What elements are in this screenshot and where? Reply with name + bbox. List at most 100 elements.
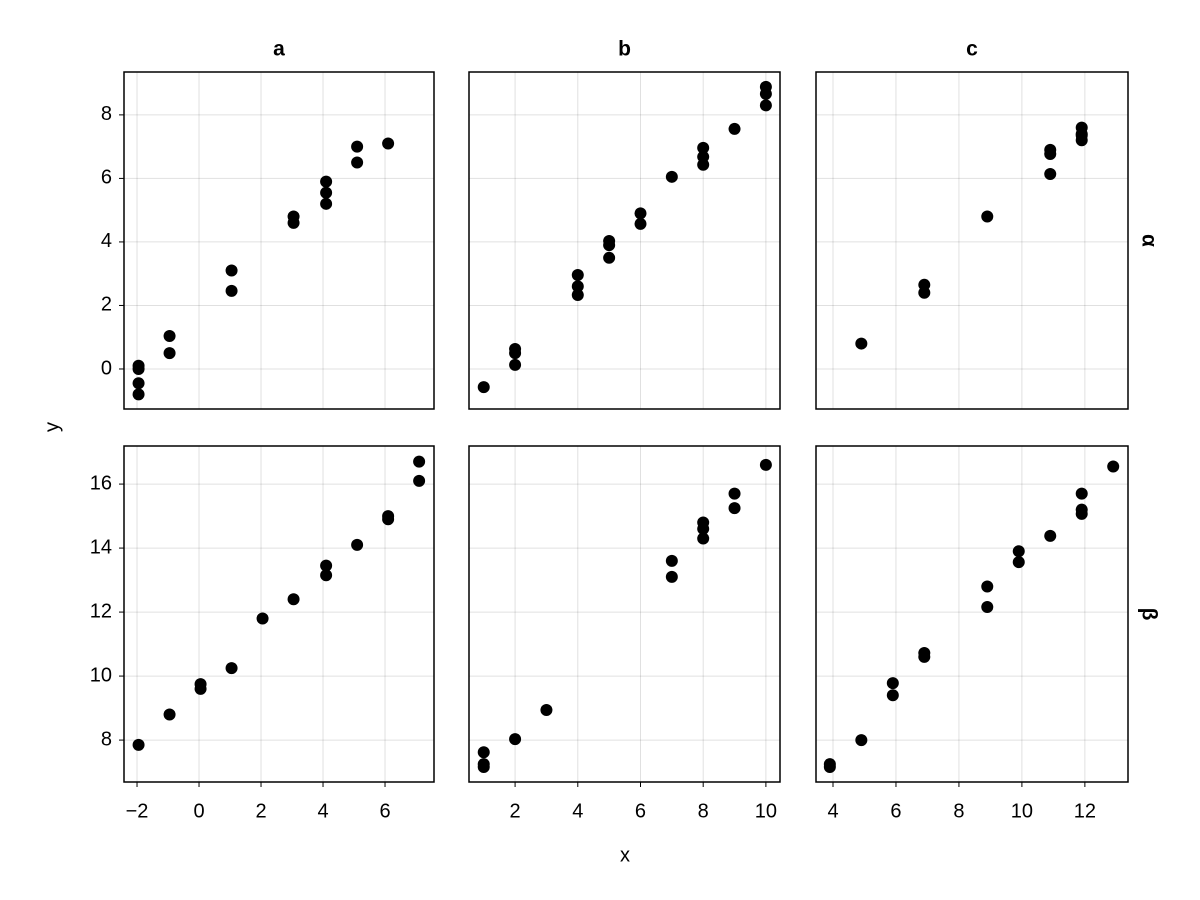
x-tick-label: 4 (827, 800, 838, 822)
scatter-point (477, 746, 490, 759)
x-tick-label: 2 (255, 800, 266, 822)
scatter-point (603, 251, 616, 264)
x-tick-label: 2 (510, 800, 521, 822)
panel-frame (468, 445, 781, 783)
scatter-point (634, 217, 647, 230)
scatter-point (918, 650, 931, 663)
scatter-point (603, 239, 616, 252)
y-tick-label: 16 (90, 472, 112, 494)
x-tick-label: 10 (1011, 800, 1033, 822)
x-tick-label: 8 (698, 800, 709, 822)
scatter-point (981, 210, 994, 223)
scatter-point (665, 554, 678, 567)
scatter-point (697, 522, 710, 535)
scatter-point (918, 286, 931, 299)
scatter-point (413, 455, 426, 468)
panel-frame (123, 71, 435, 410)
y-tick-label: 8 (101, 728, 112, 750)
scatter-point (256, 612, 269, 625)
scatter-point (759, 87, 772, 100)
scatter-point (509, 733, 522, 746)
scatter-point (320, 175, 333, 188)
y-tick-label: 14 (90, 536, 112, 558)
column-title: a (273, 38, 285, 61)
y-tick-label: 8 (101, 103, 112, 125)
scatter-point (759, 99, 772, 112)
scatter-point (728, 502, 741, 515)
scatter-point (225, 284, 238, 297)
scatter-point (320, 197, 333, 210)
x-axis-label: x (620, 844, 630, 866)
row-label: α (1137, 234, 1160, 247)
scatter-point (571, 280, 584, 293)
scatter-point (886, 689, 899, 702)
scatter-point (351, 140, 364, 153)
x-tick-label: 4 (317, 800, 328, 822)
scatter-point (697, 158, 710, 171)
scatter-point (413, 474, 426, 487)
scatter-point (1044, 147, 1057, 160)
scatter-point (477, 760, 490, 773)
x-tick-label: 12 (1074, 800, 1096, 822)
scatter-point (509, 358, 522, 371)
column-title: c (966, 38, 978, 61)
scatter-point (697, 141, 710, 154)
y-tick-label: 2 (101, 294, 112, 316)
scatter-point (351, 538, 364, 551)
scatter-point (571, 268, 584, 281)
scatter-point (1107, 460, 1120, 473)
scatter-point (132, 388, 145, 401)
scatter-point (728, 487, 741, 500)
scatter-point (351, 156, 364, 169)
column-title: b (618, 38, 631, 61)
scatter-point (823, 760, 836, 773)
scatter-point (163, 708, 176, 721)
x-tick-label: 6 (890, 800, 901, 822)
scatter-point (509, 347, 522, 360)
y-axis-label: y (41, 422, 63, 432)
y-tick-label: 12 (90, 600, 112, 622)
scatter-point (132, 362, 145, 375)
scatter-point (981, 600, 994, 613)
scatter-point (1012, 556, 1025, 569)
scatter-point (320, 559, 333, 572)
scatter-point (1044, 529, 1057, 542)
x-tick-label: 4 (572, 800, 583, 822)
scatter-point (571, 288, 584, 301)
panel-frame (815, 445, 1129, 783)
scatter-point (1075, 129, 1088, 142)
scatter-point (1012, 545, 1025, 558)
scatter-point (665, 570, 678, 583)
x-tick-label: 8 (953, 800, 964, 822)
scatter-point (225, 662, 238, 675)
scatter-point (1044, 167, 1057, 180)
panel-frame (123, 445, 435, 783)
scatter-point (855, 337, 868, 350)
scatter-point (163, 329, 176, 342)
scatter-point (194, 682, 207, 695)
x-tick-label: 6 (635, 800, 646, 822)
scatter-point (665, 170, 678, 183)
scatter-point (287, 216, 300, 229)
y-tick-label: 10 (90, 664, 112, 686)
x-tick-label: 10 (755, 800, 777, 822)
scatter-point (287, 593, 300, 606)
scatter-point (697, 532, 710, 545)
scatter-point (132, 377, 145, 390)
scatter-point (477, 381, 490, 394)
y-tick-label: 0 (101, 357, 112, 379)
scatter-point (225, 264, 238, 277)
scatter-point (634, 207, 647, 220)
scatter-point (540, 704, 553, 716)
panel-frame (468, 71, 781, 410)
x-tick-label: −2 (126, 800, 149, 822)
scatter-point (1075, 487, 1088, 500)
scatter-point (728, 122, 741, 135)
y-tick-label: 4 (101, 230, 112, 252)
panel-frame (815, 71, 1129, 410)
scatter-point (382, 513, 395, 526)
scatter-point (132, 738, 145, 751)
scatter-point (759, 458, 772, 471)
scatter-point (320, 569, 333, 582)
